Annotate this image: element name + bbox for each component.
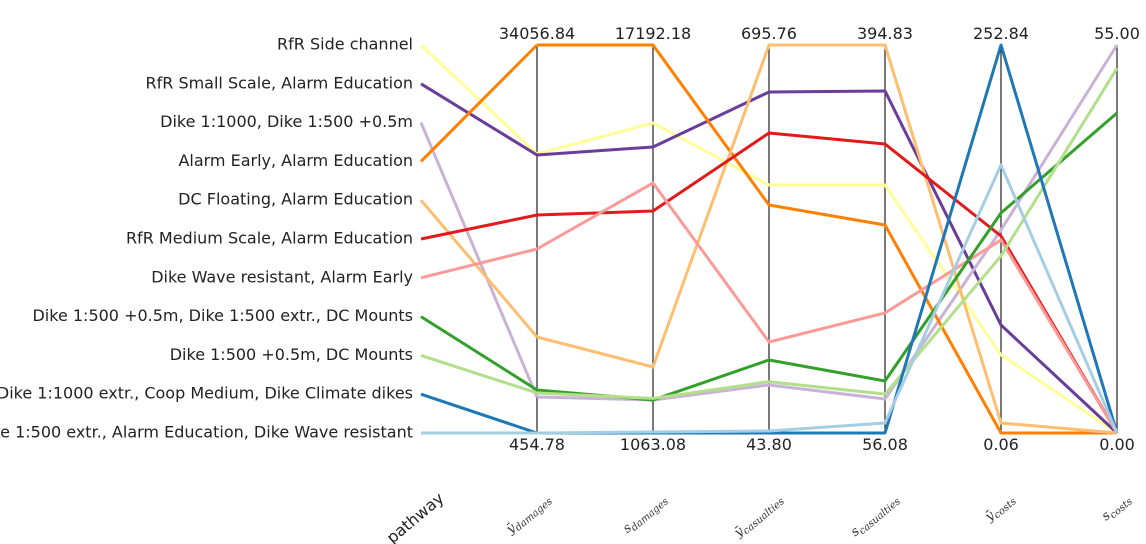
series-line (536, 67, 1119, 400)
category-label: DC Floating, Alarm Education (178, 190, 413, 209)
tick-label: 252.84 (973, 24, 1029, 43)
pathway-link (420, 82, 538, 157)
tick-label: 0.06 (983, 435, 1019, 454)
axis-title: ȳcasualties (731, 492, 787, 543)
pathway-link (420, 247, 538, 280)
series-line (537, 43, 1117, 435)
axis-title: pathway (383, 489, 448, 544)
axis-title: ȳcosts (982, 492, 1019, 527)
axis-subscript: casualties (857, 496, 903, 537)
category-label: Alarm Early, Alarm Education (178, 151, 413, 170)
pathway-link (419, 199, 539, 338)
tick-label: 394.83 (857, 24, 913, 43)
series-line (536, 131, 1119, 434)
axis-title: ȳdamages (503, 492, 555, 539)
series-line (536, 111, 1118, 402)
axis-title: scosts (1099, 492, 1135, 526)
axis-title: scasualties (848, 492, 903, 542)
category-label: RfR Small Scale, Alarm Education (145, 73, 413, 92)
tick-label: 17192.18 (615, 24, 691, 43)
pathway-link (419, 43, 539, 163)
pathway-link (420, 213, 538, 241)
series-line (536, 163, 1119, 435)
tick-label: 695.76 (741, 24, 797, 43)
series-line (536, 44, 1119, 402)
tick-label: 34056.84 (499, 24, 575, 43)
category-label: RfR Side channel (277, 35, 413, 54)
series-line (536, 89, 1119, 435)
category-label: Dike 1:500 +0.5m, DC Mounts (170, 345, 413, 364)
pathway-link (419, 122, 539, 398)
pathway-link (420, 392, 538, 435)
pathway-link (420, 353, 538, 395)
series-line (536, 43, 1118, 435)
axis-subscript: damages (629, 496, 671, 534)
axis-subscript: costs (992, 496, 1019, 521)
pathway-link (420, 315, 538, 392)
tick-label: 0.00 (1099, 435, 1135, 454)
tick-label: 43.80 (746, 435, 792, 454)
axis-subscript: damages (513, 496, 555, 534)
tick-label: 56.08 (862, 435, 908, 454)
category-label: Dike Wave resistant, Alarm Early (151, 267, 413, 286)
axis-subscript: casualties (741, 496, 787, 537)
category-label: Dike 1:500 extr., Alarm Education, Dike … (0, 423, 413, 442)
category-label: Dike 1:1000 extr., Coop Medium, Dike Cli… (0, 384, 413, 403)
category-label: Dike 1:500 +0.5m, Dike 1:500 extr., DC M… (32, 306, 413, 325)
tick-label: 454.78 (509, 435, 565, 454)
series-line (536, 181, 1119, 434)
axis-subscript: costs (1108, 496, 1135, 521)
tick-label: 1063.08 (620, 435, 686, 454)
series-line (536, 121, 1118, 435)
category-label: Dike 1:1000, Dike 1:500 +0.5m (160, 112, 413, 131)
axis-title: sdamages (620, 492, 671, 538)
tick-label: 55.00 (1094, 24, 1140, 43)
category-label: RfR Medium Scale, Alarm Education (126, 229, 413, 248)
pathway-link (419, 43, 539, 156)
